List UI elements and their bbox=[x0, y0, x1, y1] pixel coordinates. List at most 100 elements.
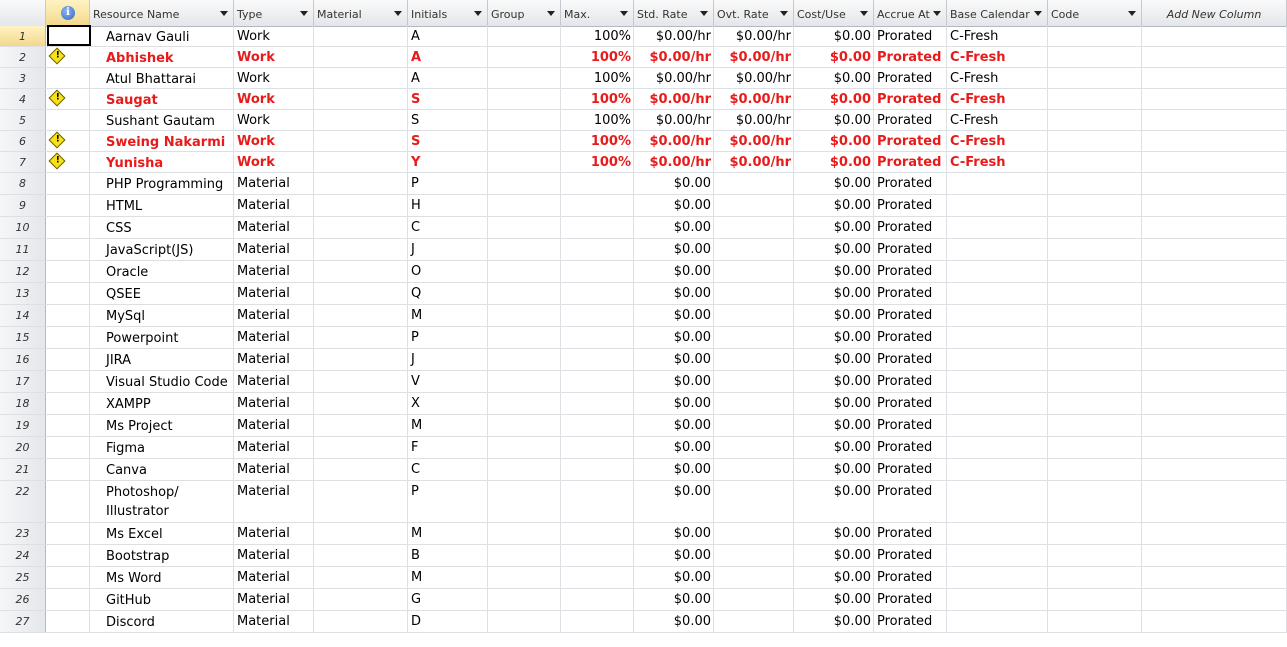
row-number[interactable]: 19 bbox=[0, 415, 46, 436]
cell-initials[interactable]: Y bbox=[408, 152, 488, 172]
cell-material[interactable] bbox=[314, 26, 408, 46]
cell-material[interactable] bbox=[314, 349, 408, 370]
indicator-cell[interactable] bbox=[46, 523, 90, 544]
cell-std-rate[interactable]: $0.00 bbox=[634, 415, 714, 436]
cell-type[interactable]: Material bbox=[234, 305, 314, 326]
cell-cost-use[interactable]: $0.00 bbox=[794, 459, 874, 480]
chevron-down-icon[interactable] bbox=[474, 11, 482, 16]
cell-ovt-rate[interactable] bbox=[714, 589, 794, 610]
cell-max[interactable]: 100% bbox=[561, 110, 634, 130]
cell-ovt-rate[interactable] bbox=[714, 393, 794, 414]
cell-std-rate[interactable]: $0.00 bbox=[634, 545, 714, 566]
column-header-group[interactable]: Group bbox=[488, 0, 561, 26]
cell-material[interactable] bbox=[314, 611, 408, 632]
indicator-cell[interactable] bbox=[46, 459, 90, 480]
cell-type[interactable]: Material bbox=[234, 459, 314, 480]
row-number[interactable]: 8 bbox=[0, 173, 46, 194]
chevron-down-icon[interactable] bbox=[933, 11, 941, 16]
cell-initials[interactable]: A bbox=[408, 47, 488, 67]
cell-add-new-column[interactable] bbox=[1142, 567, 1287, 588]
row-number[interactable]: 1 bbox=[0, 26, 46, 46]
cell-ovt-rate[interactable] bbox=[714, 611, 794, 632]
cell-std-rate[interactable]: $0.00 bbox=[634, 393, 714, 414]
cell-group[interactable] bbox=[488, 131, 561, 151]
indicator-cell[interactable] bbox=[46, 589, 90, 610]
table-row[interactable]: 11 JavaScript(JS) Material J $0.00 $0.00 Prora… bbox=[0, 239, 1287, 261]
cell-accrue[interactable]: Prorated bbox=[874, 110, 947, 130]
cell-accrue[interactable]: Prorated bbox=[874, 437, 947, 458]
cell-code[interactable] bbox=[1048, 523, 1142, 544]
cell-add-new-column[interactable] bbox=[1142, 131, 1287, 151]
cell-initials[interactable]: M bbox=[408, 523, 488, 544]
cell-add-new-column[interactable] bbox=[1142, 152, 1287, 172]
cell-code[interactable] bbox=[1048, 415, 1142, 436]
cell-material[interactable] bbox=[314, 459, 408, 480]
cell-code[interactable] bbox=[1048, 437, 1142, 458]
cell-calendar[interactable] bbox=[947, 305, 1048, 326]
cell-accrue[interactable]: Prorated bbox=[874, 152, 947, 172]
indicator-cell[interactable] bbox=[46, 47, 90, 67]
chevron-down-icon[interactable] bbox=[620, 11, 628, 16]
cell-std-rate[interactable]: $0.00 bbox=[634, 481, 714, 522]
cell-calendar[interactable]: C-Fresh bbox=[947, 131, 1048, 151]
indicator-cell[interactable] bbox=[46, 68, 90, 88]
cell-std-rate[interactable]: $0.00/hr bbox=[634, 110, 714, 130]
cell-material[interactable] bbox=[314, 371, 408, 392]
row-number[interactable]: 25 bbox=[0, 567, 46, 588]
cell-name[interactable]: Visual Studio Code bbox=[90, 371, 234, 392]
cell-code[interactable] bbox=[1048, 327, 1142, 348]
cell-group[interactable] bbox=[488, 110, 561, 130]
cell-add-new-column[interactable] bbox=[1142, 371, 1287, 392]
cell-accrue[interactable]: Prorated bbox=[874, 459, 947, 480]
cell-calendar[interactable] bbox=[947, 611, 1048, 632]
cell-add-new-column[interactable] bbox=[1142, 47, 1287, 67]
cell-group[interactable] bbox=[488, 567, 561, 588]
table-row[interactable]: 27 Discord Material D $0.00 $0.00 Prorated bbox=[0, 611, 1287, 633]
cell-std-rate[interactable]: $0.00 bbox=[634, 567, 714, 588]
cell-std-rate[interactable]: $0.00 bbox=[634, 173, 714, 194]
cell-add-new-column[interactable] bbox=[1142, 415, 1287, 436]
cell-max[interactable] bbox=[561, 305, 634, 326]
cell-group[interactable] bbox=[488, 589, 561, 610]
warning-icon[interactable] bbox=[48, 152, 66, 170]
cell-std-rate[interactable]: $0.00 bbox=[634, 239, 714, 260]
cell-type[interactable]: Work bbox=[234, 47, 314, 67]
cell-calendar[interactable] bbox=[947, 283, 1048, 304]
cell-group[interactable] bbox=[488, 611, 561, 632]
cell-calendar[interactable] bbox=[947, 545, 1048, 566]
cell-initials[interactable]: A bbox=[408, 68, 488, 88]
cell-add-new-column[interactable] bbox=[1142, 481, 1287, 522]
cell-name[interactable]: CSS bbox=[90, 217, 234, 238]
cell-material[interactable] bbox=[314, 567, 408, 588]
cell-material[interactable] bbox=[314, 47, 408, 67]
cell-calendar[interactable] bbox=[947, 195, 1048, 216]
row-number[interactable]: 12 bbox=[0, 261, 46, 282]
cell-calendar[interactable]: C-Fresh bbox=[947, 68, 1048, 88]
cell-cost-use[interactable]: $0.00 bbox=[794, 305, 874, 326]
table-row[interactable]: 20 Figma Material F $0.00 $0.00 Prorated bbox=[0, 437, 1287, 459]
cell-add-new-column[interactable] bbox=[1142, 523, 1287, 544]
cell-calendar[interactable] bbox=[947, 523, 1048, 544]
indicator-cell[interactable] bbox=[46, 131, 90, 151]
cell-name[interactable]: Sushant Gautam bbox=[90, 110, 234, 130]
cell-ovt-rate[interactable] bbox=[714, 327, 794, 348]
cell-material[interactable] bbox=[314, 393, 408, 414]
cell-accrue[interactable]: Prorated bbox=[874, 131, 947, 151]
cell-code[interactable] bbox=[1048, 261, 1142, 282]
cell-type[interactable]: Material bbox=[234, 371, 314, 392]
cell-calendar[interactable]: C-Fresh bbox=[947, 47, 1048, 67]
cell-group[interactable] bbox=[488, 283, 561, 304]
row-number[interactable]: 7 bbox=[0, 152, 46, 172]
cell-material[interactable] bbox=[314, 239, 408, 260]
cell-name[interactable]: Saugat Rajbhandari bbox=[90, 89, 234, 109]
cell-add-new-column[interactable] bbox=[1142, 110, 1287, 130]
cell-calendar[interactable] bbox=[947, 173, 1048, 194]
indicator-cell[interactable] bbox=[46, 173, 90, 194]
column-header-std-rate[interactable]: Std. Rate bbox=[634, 0, 714, 26]
cell-group[interactable] bbox=[488, 327, 561, 348]
cell-type[interactable]: Material bbox=[234, 239, 314, 260]
indicator-cell[interactable] bbox=[46, 415, 90, 436]
cell-initials[interactable]: C bbox=[408, 459, 488, 480]
cell-calendar[interactable] bbox=[947, 371, 1048, 392]
cell-group[interactable] bbox=[488, 545, 561, 566]
